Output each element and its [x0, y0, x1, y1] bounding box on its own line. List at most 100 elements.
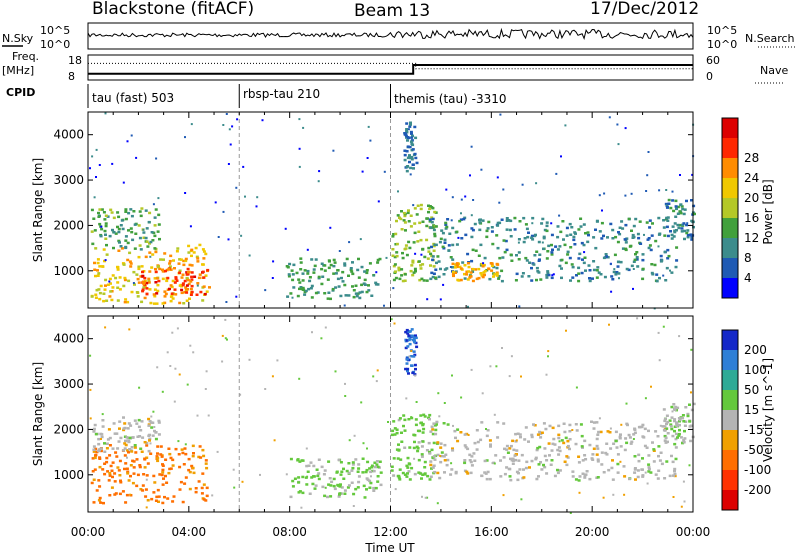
- velocity-cell-6-39: [673, 425, 677, 428]
- velocity-cell-1-70: [151, 421, 155, 424]
- velocity-cell-5-168: [583, 439, 587, 443]
- velocity-cell-5-210: [473, 459, 477, 462]
- velocity-speckle-140: [324, 486, 327, 489]
- velocity-cell-2-68: [314, 484, 318, 487]
- velocity-cell-0-48: [94, 447, 98, 451]
- velocity-cell-2-27: [317, 477, 321, 481]
- nave-label: Nave: [760, 64, 788, 77]
- velocity-speckle-88: [413, 457, 416, 460]
- velocity-speckle-122: [276, 359, 279, 362]
- power-cell-6-252: [535, 250, 539, 253]
- velocity-cell-2-47: [342, 467, 345, 471]
- power-cell-6-292: [542, 247, 545, 251]
- power-cell-6-196: [584, 232, 587, 235]
- velocity-cell-5-122: [438, 476, 442, 480]
- velocity-cell-3-10: [402, 424, 405, 428]
- velocity-data-layer: [89, 317, 696, 514]
- velocity-speckle-2: [612, 493, 615, 496]
- velocity-speckle-27: [678, 335, 681, 338]
- power-cell-6-89: [455, 243, 459, 246]
- power-speckle-108: [426, 298, 429, 301]
- power-cell-4-80: [394, 232, 398, 236]
- power-speckle-112: [329, 226, 332, 229]
- power-cell-6-164: [564, 261, 568, 265]
- velocity-cell-2-90: [369, 481, 373, 485]
- power-speckle-122: [372, 274, 375, 277]
- velocity-cell-2-35: [363, 496, 367, 499]
- power-cell-2-21: [93, 229, 97, 232]
- power-cell-3-18: [323, 269, 327, 272]
- velocity-cell-4-40: [405, 339, 409, 342]
- velocity-speckle-62: [156, 366, 159, 369]
- velocity-cell-4-13: [414, 336, 418, 340]
- power-cell-0-111: [196, 257, 200, 260]
- freq-tick-top: 18: [68, 54, 82, 67]
- velocity-cell-3-2: [397, 443, 400, 446]
- velocity-cell-6-48: [681, 416, 685, 420]
- power-cell-5-6: [403, 158, 407, 162]
- velocity-cell-0-63: [111, 461, 115, 464]
- power-cell-0-68: [109, 290, 113, 293]
- velocity-cell-6-52: [670, 405, 674, 409]
- power-cell-0-115: [182, 302, 186, 305]
- power-cell-7-40: [481, 265, 485, 268]
- power-cell-0-26: [120, 247, 124, 250]
- power-cell-6-265: [530, 234, 534, 238]
- power-scale-tick-1: 8: [744, 251, 752, 265]
- velocity-cell-2-49: [347, 484, 351, 487]
- power-cell-0-20: [102, 248, 106, 251]
- velocity-cell-3-58: [427, 441, 431, 445]
- power-speckle-8: [190, 123, 193, 126]
- power-cell-2-55: [145, 227, 149, 230]
- power-cell-1-43: [185, 271, 189, 274]
- velocity-cell-0-13: [184, 452, 188, 456]
- velocity-cell-5-264: [591, 458, 595, 461]
- velocity-cell-5-334: [588, 443, 592, 447]
- velocity-cell-5-130: [535, 448, 539, 452]
- velocity-cell-1-82: [147, 424, 151, 427]
- power-speckle-97: [550, 222, 553, 225]
- power-cell-5-12: [410, 139, 414, 142]
- x-tick-label-1: 04:00: [172, 525, 207, 539]
- velocity-cell-3-41: [423, 473, 427, 476]
- velocity-cell-5-72: [568, 423, 572, 427]
- velocity-cell-5-146: [513, 454, 517, 457]
- velocity-cell-0-33: [93, 468, 97, 471]
- velocity-cell-0-57: [123, 454, 127, 457]
- power-cell-0-172: [94, 293, 98, 296]
- velocity-cell-0-87: [150, 497, 154, 501]
- power-cell-8-5: [685, 223, 689, 227]
- velocity-cell-2-106: [351, 466, 355, 470]
- velocity-speckle-82: [320, 337, 323, 340]
- power-cell-7-33: [490, 269, 494, 272]
- power-cell-2-38: [147, 220, 151, 224]
- power-cell-2-79: [104, 222, 108, 225]
- velocity-scale-swatch-0: [722, 330, 738, 350]
- power-cell-6-56: [632, 260, 636, 263]
- power-speckle-6: [235, 186, 238, 189]
- power-cell-6-364: [568, 222, 572, 226]
- power-cell-3-42: [299, 261, 303, 264]
- power-speckle-33: [451, 196, 454, 199]
- velocity-cell-6-65: [666, 420, 670, 424]
- velocity-cell-5-20: [625, 441, 629, 445]
- velocity-ytick-label-1: 2000: [53, 422, 84, 436]
- power-speckle-1: [184, 136, 186, 139]
- power-cell-5-3: [409, 166, 413, 170]
- velocity-cell-3-96: [414, 418, 418, 421]
- velocity-cell-5-188: [430, 425, 434, 428]
- power-cell-6-109: [441, 245, 445, 249]
- power-cell-6-53: [502, 239, 506, 242]
- velocity-cell-2-57: [300, 459, 304, 462]
- velocity-cell-2-97: [323, 494, 327, 498]
- power-cell-4-111: [395, 251, 399, 254]
- power-cell-3-25: [376, 258, 380, 262]
- power-cell-6-208: [633, 258, 637, 262]
- velocity-cell-5-248: [466, 447, 470, 451]
- power-speckle-65: [157, 197, 160, 200]
- velocity-cell-1-67: [122, 449, 126, 452]
- power-cell-6-180: [613, 253, 617, 257]
- velocity-cell-2-82: [368, 479, 372, 483]
- velocity-cell-0-122: [155, 495, 159, 499]
- power-speckle-68: [229, 143, 232, 146]
